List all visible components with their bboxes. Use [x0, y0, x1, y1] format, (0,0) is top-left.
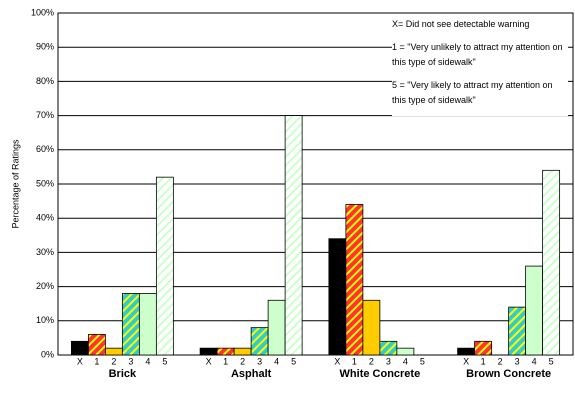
bar: [328, 238, 347, 356]
bar: [233, 347, 252, 356]
bar-sub-label: 3: [515, 356, 520, 366]
bar: [138, 293, 157, 356]
annotation: 1 = "Very unlikely to attract my attenti…: [392, 42, 563, 67]
bar: [250, 327, 269, 356]
bar-sub-label: 4: [403, 356, 408, 366]
y-axis-title: Percentage of Ratings: [10, 139, 20, 229]
bar: [70, 340, 89, 356]
bar-sub-label: 1: [352, 356, 357, 366]
annotation: X= Did not see detectable warning: [392, 19, 530, 29]
annotation: 5 = "Very likely to attract my attention…: [392, 80, 553, 105]
bar-sub-label: X: [463, 356, 469, 366]
bar: [508, 306, 527, 356]
bar-sub-label: X: [77, 356, 83, 366]
bar-sub-label: 1: [223, 356, 228, 366]
bar: [216, 347, 235, 356]
bar-sub-label: 3: [386, 356, 391, 366]
y-tick-label: 100%: [31, 7, 54, 17]
bar-sub-label: 2: [369, 356, 374, 366]
bar: [525, 265, 544, 356]
bar-sub-label: 5: [420, 356, 425, 366]
bar-sub-label: 3: [128, 356, 133, 366]
y-tick-label: 0%: [41, 349, 54, 359]
bar: [267, 299, 286, 356]
bar-sub-label: 5: [162, 356, 167, 366]
y-tick-label: 10%: [36, 315, 54, 325]
bar-sub-label: 2: [240, 356, 245, 366]
y-tick-label: 20%: [36, 281, 54, 291]
bar-sub-label: 4: [145, 356, 150, 366]
y-tick-label: 50%: [36, 178, 54, 188]
bar: [284, 115, 303, 356]
bar-sub-label: 1: [481, 356, 486, 366]
y-tick-label: 80%: [36, 76, 54, 86]
bar: [87, 334, 106, 356]
x-tick-label: Asphalt: [231, 368, 272, 380]
y-tick-label: 70%: [36, 110, 54, 120]
bar: [396, 347, 415, 356]
y-tick-label: 30%: [36, 247, 54, 257]
bar: [155, 176, 174, 356]
bar: [345, 204, 364, 356]
bar-sub-label: 5: [549, 356, 554, 366]
x-tick-label: Brown Concrete: [466, 368, 551, 380]
y-tick-label: 40%: [36, 213, 54, 223]
bar: [121, 293, 140, 356]
bar-sub-label: 5: [291, 356, 296, 366]
bar-sub-label: 2: [111, 356, 116, 366]
bar: [362, 299, 381, 356]
x-tick-label: Brick: [109, 368, 137, 380]
bar: [457, 347, 476, 356]
bar-sub-label: 4: [532, 356, 537, 366]
bar-sub-label: X: [206, 356, 212, 366]
bar: [199, 347, 218, 356]
bar-sub-label: 3: [257, 356, 262, 366]
plot-border: [57, 12, 574, 356]
bar: [104, 347, 123, 356]
y-tick-label: 90%: [36, 42, 54, 52]
annotation-box: X= Did not see detectable warning 1 = "Ve…: [392, 17, 568, 116]
y-tick-label: 60%: [36, 144, 54, 154]
bar-sub-label: 4: [274, 356, 279, 366]
bar: [379, 340, 398, 356]
bar-sub-label: 2: [498, 356, 503, 366]
x-tick-label: White Concrete: [340, 368, 421, 380]
bar: [542, 169, 561, 356]
bar-sub-label: X: [334, 356, 340, 366]
bar-sub-label: 1: [94, 356, 99, 366]
bar: [474, 340, 493, 356]
